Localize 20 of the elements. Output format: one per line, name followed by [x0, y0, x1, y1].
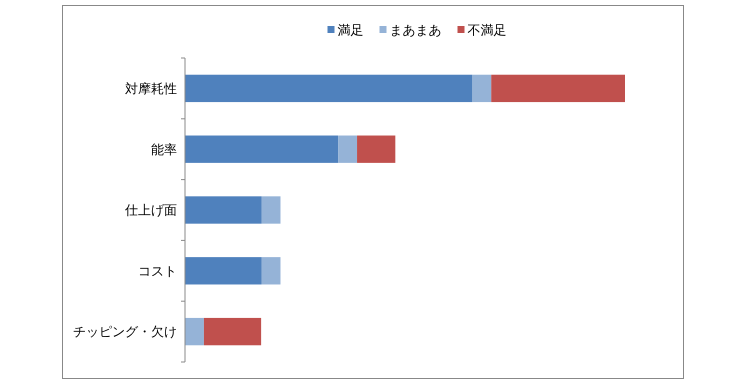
- legend-label: まあまあ: [390, 22, 442, 38]
- y-tick-label: 仕上げ面: [124, 202, 177, 218]
- bar: [357, 136, 396, 163]
- bar: [185, 136, 338, 163]
- bar: [204, 318, 262, 346]
- bar: [491, 74, 625, 102]
- y-tick-label: チッピング・欠け: [73, 324, 177, 340]
- bar: [262, 196, 280, 224]
- bar: [472, 74, 492, 102]
- bar: [185, 74, 472, 102]
- y-tick-label: コスト: [138, 263, 177, 278]
- legend-label: 不満足: [468, 22, 506, 38]
- bar: [185, 257, 262, 284]
- bar: [338, 136, 358, 163]
- y-tick-label: 能率: [151, 142, 177, 157]
- bar: [185, 318, 204, 346]
- bar: [262, 257, 280, 284]
- bar: [185, 196, 262, 224]
- legend-label: 満足: [338, 22, 364, 38]
- y-tick-label: 対摩耗性: [125, 80, 177, 96]
